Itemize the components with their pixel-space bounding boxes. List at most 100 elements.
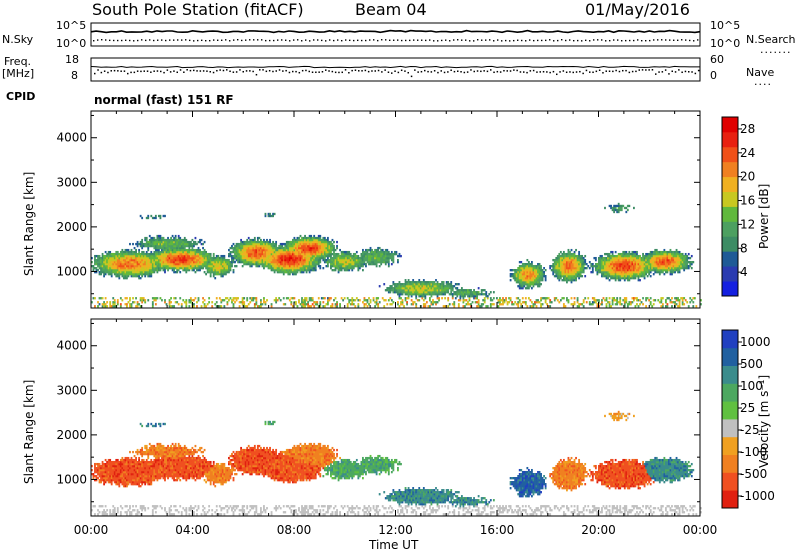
power-cell bbox=[572, 256, 574, 260]
power-cell bbox=[599, 269, 602, 272]
power-cell bbox=[556, 256, 559, 260]
power-cell bbox=[221, 267, 224, 270]
power-cell bbox=[643, 277, 646, 280]
power-cell bbox=[409, 285, 412, 288]
power-cell bbox=[541, 275, 544, 278]
power-cell bbox=[188, 267, 191, 270]
nave-point bbox=[447, 71, 449, 73]
nsearch-point bbox=[509, 40, 511, 42]
power-cell bbox=[620, 267, 623, 270]
power-cell bbox=[521, 301, 524, 304]
power-cell bbox=[645, 297, 648, 300]
power-cell bbox=[135, 252, 137, 256]
power-cell bbox=[467, 293, 469, 296]
power-cell bbox=[386, 252, 389, 256]
power-cell bbox=[527, 277, 530, 280]
power-cell bbox=[323, 254, 326, 258]
power-cell bbox=[348, 250, 351, 254]
power-cell bbox=[390, 252, 393, 256]
power-cell bbox=[194, 260, 197, 264]
power-cell bbox=[334, 269, 337, 272]
power-cell bbox=[384, 299, 387, 302]
nsearch-point bbox=[165, 39, 167, 42]
power-cell bbox=[151, 301, 154, 304]
power-cell bbox=[629, 262, 632, 266]
power-cell bbox=[413, 293, 416, 296]
power-cell bbox=[174, 301, 177, 304]
power-cell bbox=[299, 256, 302, 260]
power-cell bbox=[185, 244, 188, 248]
power-cell bbox=[374, 248, 377, 252]
power-cell bbox=[310, 246, 313, 250]
power-cell bbox=[202, 297, 204, 300]
nave-point bbox=[483, 70, 485, 72]
power-cell bbox=[156, 246, 159, 250]
power-cell bbox=[301, 236, 303, 240]
power-cell bbox=[610, 204, 612, 208]
power-cell bbox=[397, 285, 399, 288]
power-cell bbox=[97, 305, 99, 308]
power-cell bbox=[263, 242, 265, 246]
power-cell bbox=[98, 297, 101, 300]
power-cell bbox=[208, 260, 211, 264]
power-cell bbox=[349, 299, 352, 302]
power-cell bbox=[269, 267, 271, 270]
power-cell bbox=[168, 248, 171, 252]
power-cell bbox=[608, 204, 611, 208]
power-cell bbox=[145, 250, 148, 254]
power-cell bbox=[381, 252, 384, 256]
power-cell bbox=[241, 260, 244, 264]
power-cell bbox=[182, 238, 185, 242]
power-cell bbox=[189, 256, 192, 260]
power-cell bbox=[526, 277, 529, 280]
power-cell bbox=[115, 260, 118, 264]
power-cell bbox=[156, 260, 159, 264]
power-cell bbox=[576, 258, 579, 262]
nsearch-point bbox=[429, 39, 431, 41]
nave-point bbox=[196, 70, 198, 72]
power-cell bbox=[362, 248, 364, 252]
power-cell bbox=[167, 262, 169, 266]
power-cell bbox=[156, 254, 159, 258]
power-cell bbox=[386, 256, 389, 260]
power-cell bbox=[313, 242, 316, 246]
power-cell bbox=[110, 254, 113, 258]
power-cell bbox=[270, 254, 273, 258]
power-cell bbox=[619, 206, 622, 210]
power-cell bbox=[261, 264, 264, 268]
power-cell bbox=[363, 256, 366, 260]
power-cell bbox=[279, 244, 282, 248]
power-cell bbox=[442, 283, 445, 286]
power-cell bbox=[98, 267, 101, 270]
power-cell bbox=[124, 256, 127, 260]
power-cell bbox=[177, 246, 180, 250]
power-cell bbox=[357, 260, 360, 264]
power-cell bbox=[553, 267, 556, 270]
power-cell bbox=[317, 305, 320, 308]
nsearch-point bbox=[217, 39, 219, 41]
power-cell bbox=[193, 305, 195, 308]
power-cell bbox=[305, 246, 308, 250]
power-cell bbox=[625, 267, 628, 270]
power-cell bbox=[419, 283, 422, 286]
power-cell bbox=[100, 260, 102, 264]
power-cell bbox=[295, 303, 297, 306]
power-cell bbox=[524, 262, 527, 266]
power-cell bbox=[293, 273, 296, 276]
power-cell bbox=[144, 244, 147, 248]
power-cell bbox=[538, 279, 541, 282]
power-cell bbox=[168, 246, 171, 250]
power-cell bbox=[307, 260, 310, 264]
power-cell bbox=[389, 256, 392, 260]
power-cell bbox=[483, 293, 486, 296]
power-cell bbox=[212, 264, 215, 268]
power-cell bbox=[626, 275, 629, 278]
power-cell bbox=[348, 269, 351, 272]
power-cell bbox=[366, 254, 369, 258]
power-cell bbox=[206, 260, 209, 264]
power-cell bbox=[191, 299, 194, 302]
power-cell bbox=[282, 246, 285, 250]
power-cell bbox=[290, 303, 293, 306]
power-cell bbox=[253, 236, 256, 240]
power-cell bbox=[311, 297, 314, 300]
